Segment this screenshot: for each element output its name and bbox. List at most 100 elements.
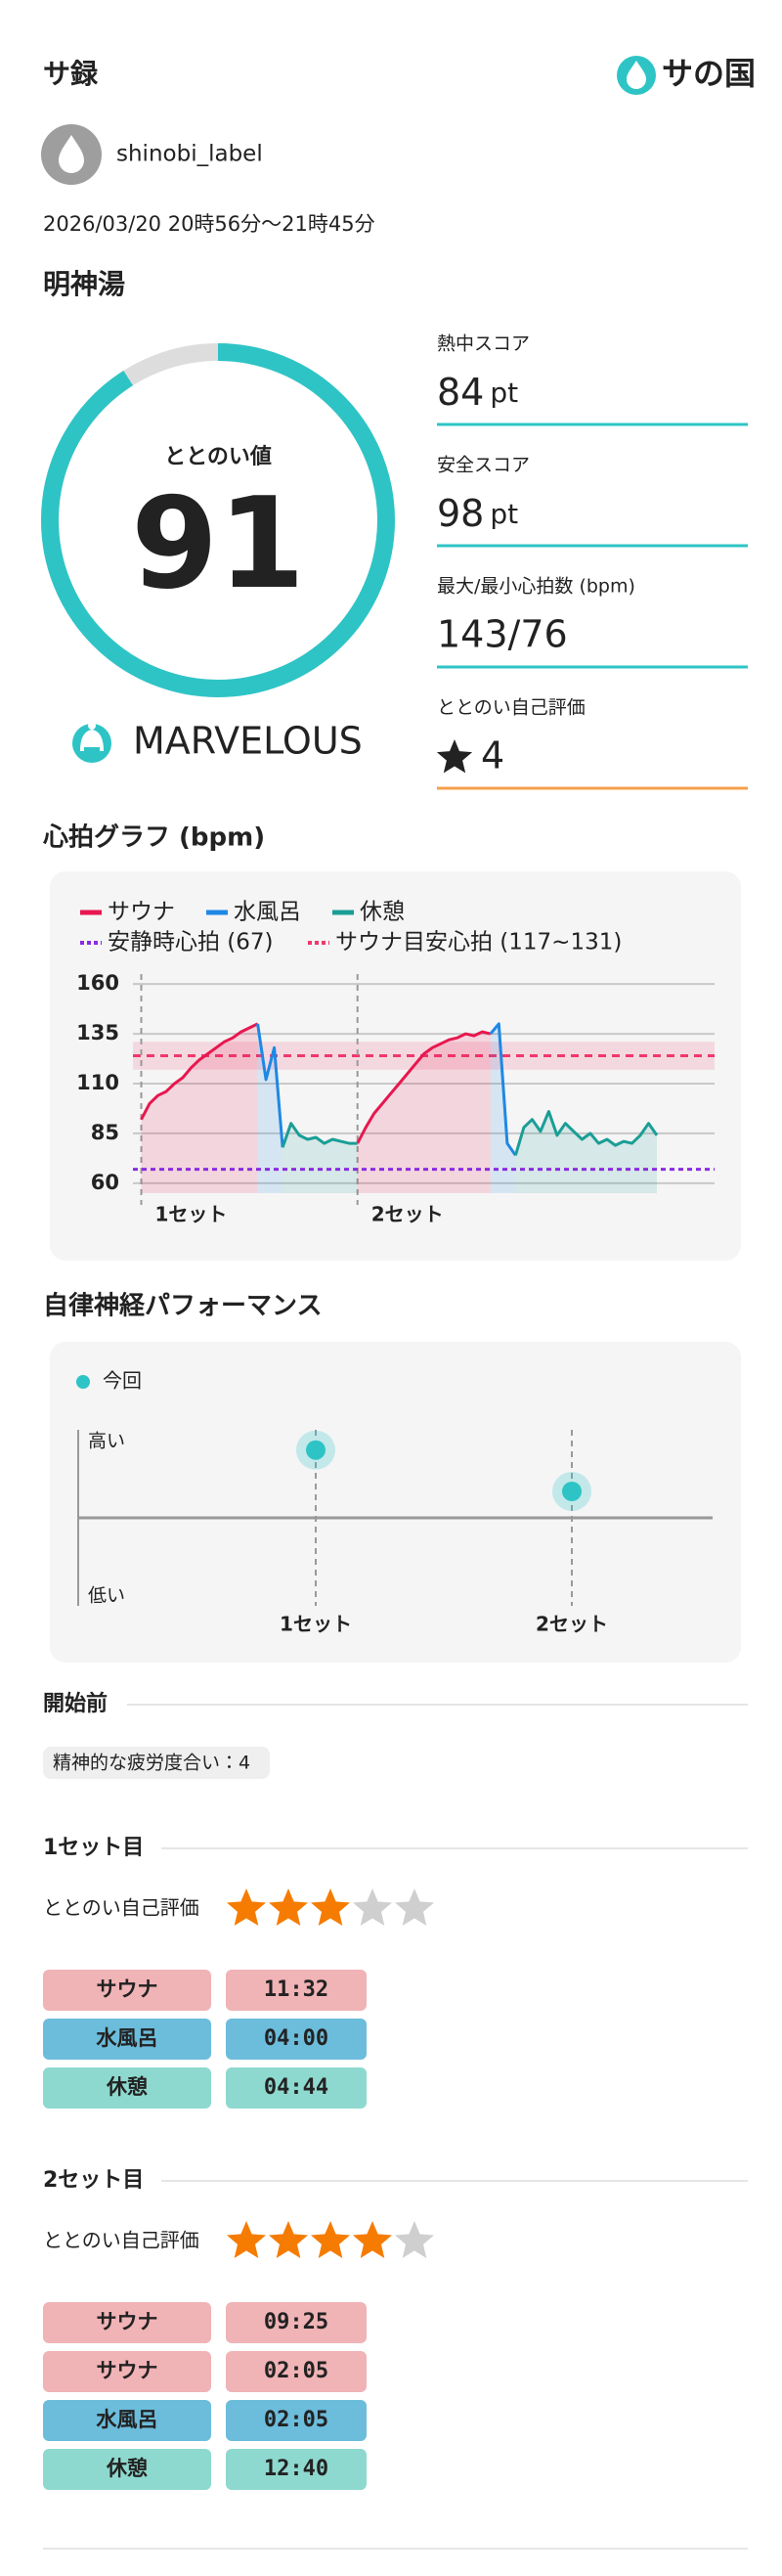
line [140,1022,259,1121]
rating-star [269,2221,308,2258]
heart-card [50,871,741,1261]
score-label: 安全スコア [437,455,530,476]
x-tick-label: 2セット [536,1613,608,1636]
line [356,1030,492,1144]
score-unit: pt [490,498,518,530]
gauge-value: 91 [131,471,305,617]
x-tick-label: 1セット [280,1613,352,1636]
rank-icon [72,722,111,763]
autonomic-card [50,1342,741,1663]
time-pill [226,2351,367,2392]
session-datetime: 2026/03/20 20時56分〜21時45分 [43,212,375,236]
activity-label: サウナ [97,1977,158,2001]
y-tick-label: 160 [76,971,119,995]
activity-time: 02:05 [264,2408,328,2432]
section-title: 1セット目 [43,1836,144,1860]
rating-star [395,1888,434,1926]
time-pill [226,2067,367,2109]
rating-star [353,1888,392,1926]
activity-time: 04:00 [264,2026,328,2051]
activity-pill [43,2449,211,2490]
time-pill [226,2400,367,2441]
activity-pill [43,2351,211,2392]
rating-label: ととのい自己評価 [43,2229,199,2252]
y-label-low: 低い [88,1585,125,1607]
avatar [41,124,102,185]
activity-label: 水風呂 [96,2408,158,2431]
rating-star [436,739,473,774]
app-title: サ録 [43,58,99,90]
area [141,1023,258,1193]
x-tick-label: 1セット [155,1203,228,1226]
rating-star [227,2221,266,2258]
area [515,1111,657,1193]
score-label: 熱中スコア [437,333,530,355]
section-title: 2セット目 [43,2168,144,2193]
logo-text: サの国 [662,55,756,92]
score-value: 143/76 [437,613,568,656]
point [562,1482,582,1501]
facility-name: 明神湯 [43,268,125,300]
legend-label: 水風呂 [234,900,301,925]
y-tick-label: 85 [91,1121,119,1144]
legend-label: サウナ目安心拍 (117~131) [335,930,622,955]
score-number: 98 [437,492,484,535]
time-pill [226,1970,367,2011]
y-tick-label: 110 [76,1071,119,1094]
legend-label: 今回 [103,1369,142,1393]
x-tick-label: 2セット [371,1203,444,1226]
legend-label: 休憩 [360,900,405,925]
gauge-arc [41,343,395,697]
section-title: 開始前 [43,1691,108,1716]
legend-dot [76,1375,90,1389]
score-value: 98 pt [437,492,518,535]
activity-label: 休憩 [106,2457,148,2480]
area [357,1032,491,1193]
score-number: 84 [437,371,484,414]
score-label: ととのい自己評価 [437,697,586,719]
autonomic-title: 自律神経パフォーマンス [43,1291,322,1321]
line [256,1023,284,1148]
line [513,1110,659,1156]
activity-time: 11:32 [264,1977,328,2002]
logo [617,56,656,95]
point [306,1440,326,1460]
activity-time: 12:40 [264,2457,328,2481]
rating-label: ととのい自己評価 [43,1896,199,1920]
rating-star [311,2221,350,2258]
activity-pill [43,2019,211,2060]
area [490,1023,516,1193]
area [282,1123,358,1193]
activity-time: 04:44 [264,2075,328,2100]
activity-label: 休憩 [106,2075,148,2099]
time-pill [226,2302,367,2343]
time-pill [226,2019,367,2060]
activity-pill [43,2400,211,2441]
rating-star [311,1888,350,1926]
score-label: 最大/最小心拍数 (bpm) [437,576,635,598]
y-label-high: 高い [88,1431,125,1452]
heart-title: 心拍グラフ (bpm) [42,823,265,853]
tag-text: 精神的な疲労度合い：4 [53,1753,250,1774]
activity-pill [43,1970,211,2011]
activity-pill [43,2067,211,2109]
legend-label: 安静時心拍 (67) [108,930,274,955]
rating-star [269,1888,308,1926]
y-tick-label: 60 [91,1171,119,1194]
activity-label: 水風呂 [96,2026,158,2050]
rank-text: MARVELOUS [133,720,363,763]
user-name: shinobi_label [116,142,263,167]
legend-label: サウナ [108,900,175,925]
score-value: 4 [481,734,504,777]
rating-star [353,2221,392,2258]
activity-time: 09:25 [264,2310,328,2334]
activity-time: 02:05 [264,2359,328,2383]
rating-star [395,2221,434,2258]
activity-label: サウナ [97,2310,158,2333]
score-value: 84 pt [437,371,518,414]
tag-pill [43,1747,270,1779]
score-unit: pt [490,377,518,409]
rating-star [227,1888,266,1926]
